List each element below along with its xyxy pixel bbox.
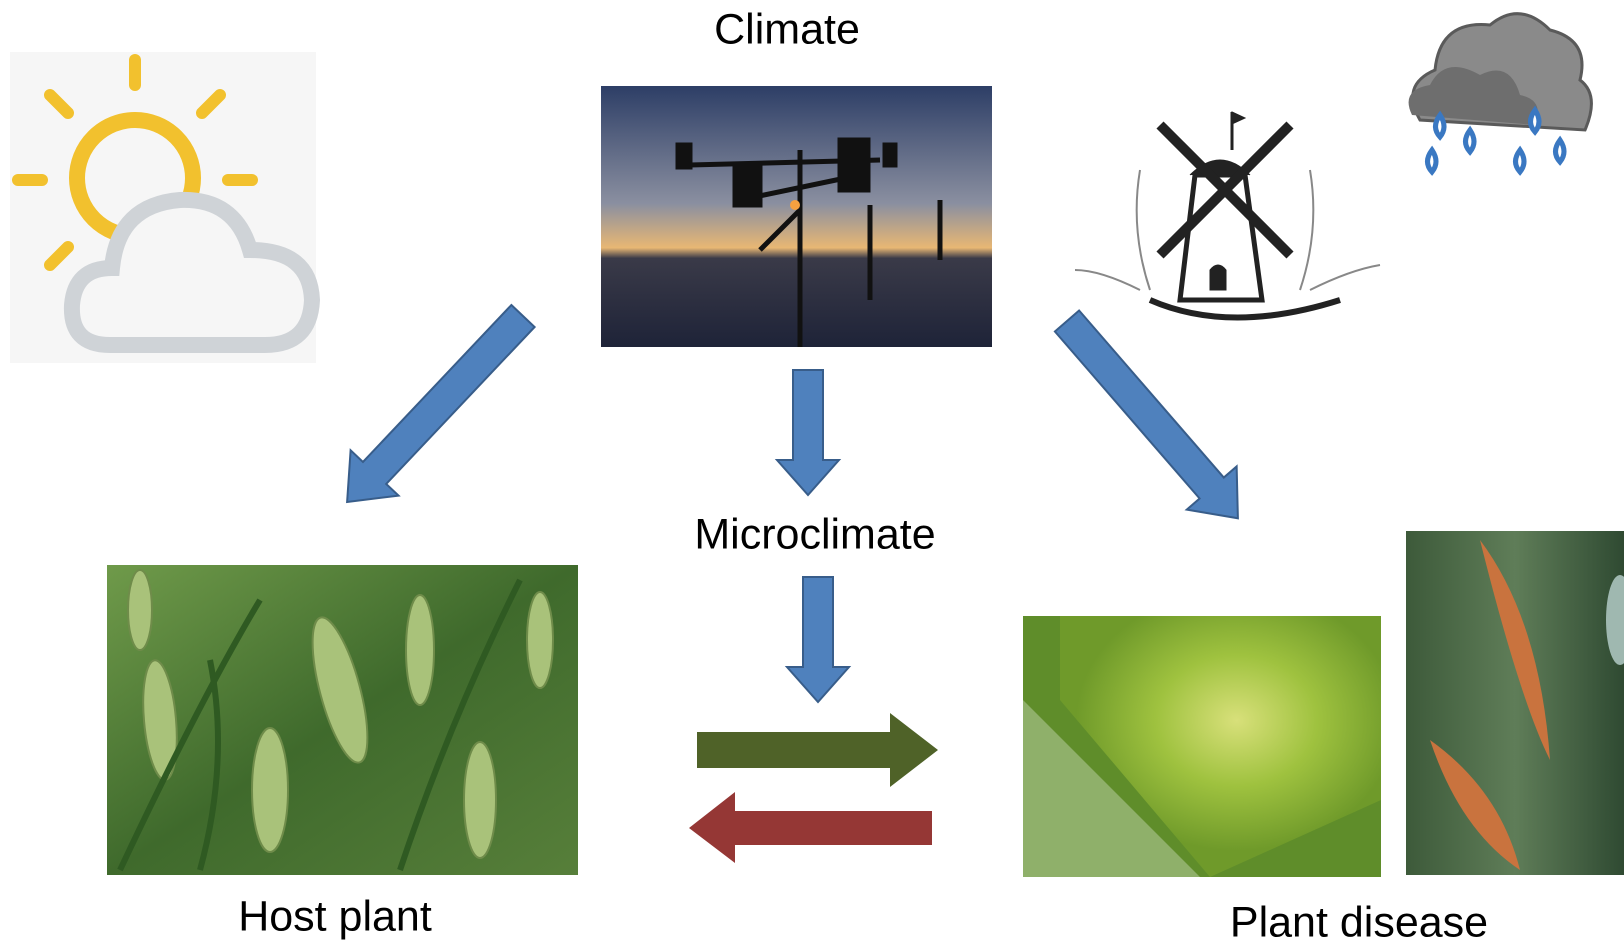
climate-label: Climate: [714, 5, 860, 53]
arrow: [784, 576, 852, 704]
arrow: [774, 369, 842, 497]
arrow-right: [697, 713, 938, 787]
weather-station-photo: [601, 86, 992, 347]
microclimate-label: Microclimate: [694, 510, 935, 558]
sun-cloud-icon: [10, 52, 321, 363]
windmill-icon: [1074, 111, 1381, 321]
host-plant-photo: [107, 565, 578, 875]
plant-disease-label: Plant disease: [1230, 898, 1488, 946]
field-photo: [1023, 616, 1381, 877]
rain-cloud-icon: [1408, 12, 1593, 176]
arrow-left: [689, 792, 932, 863]
rust-leaf-photo: [1406, 531, 1624, 875]
host-plant-label: Host plant: [238, 892, 432, 940]
arrow: [346, 303, 537, 504]
arrow: [1053, 309, 1239, 520]
